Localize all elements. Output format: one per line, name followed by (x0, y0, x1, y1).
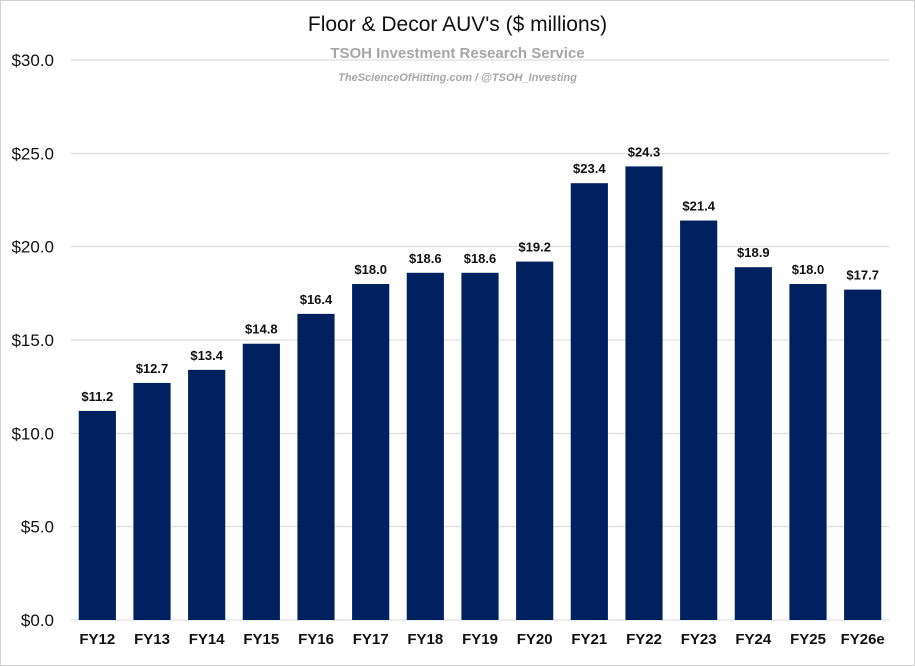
y-tick-label: $25.0 (11, 144, 54, 163)
x-tick-label: FY15 (243, 631, 279, 648)
x-tick-label: FY23 (681, 631, 717, 648)
data-label: $13.4 (190, 348, 223, 363)
chart-subtitle: TSOH Investment Research Service (330, 45, 585, 62)
data-label: $16.4 (300, 292, 333, 307)
data-label: $21.4 (682, 199, 715, 214)
chart-title: Floor & Decor AUV's ($ millions) (307, 13, 608, 36)
bar (625, 166, 663, 620)
bar (242, 343, 280, 620)
data-label: $18.9 (737, 245, 770, 260)
y-tick-label: $0.0 (21, 611, 54, 630)
data-label: $18.6 (464, 251, 497, 266)
bar (844, 289, 882, 620)
bar (516, 261, 554, 620)
data-label: $17.7 (846, 268, 879, 283)
x-tick-label: FY18 (407, 631, 443, 648)
x-tick-label: FY19 (462, 631, 498, 648)
bar (461, 272, 499, 620)
bar (789, 284, 827, 620)
data-label: $12.7 (136, 361, 169, 376)
x-tick-label: FY22 (626, 631, 662, 648)
y-tick-label: $5.0 (21, 518, 54, 537)
data-label: $14.8 (245, 322, 278, 337)
data-label: $19.2 (518, 240, 551, 255)
data-label: $18.0 (792, 262, 825, 277)
y-tick-label: $15.0 (11, 331, 54, 350)
x-tick-label: FY20 (517, 631, 553, 648)
bar (297, 313, 335, 620)
bar (734, 267, 772, 620)
data-label: $18.0 (354, 262, 387, 277)
data-label: $23.4 (573, 161, 606, 176)
x-tick-label: FY14 (189, 631, 226, 648)
data-label: $11.2 (81, 389, 113, 404)
bar (78, 410, 116, 620)
x-tick-label: FY17 (353, 631, 389, 648)
x-tick-label: FY16 (298, 631, 334, 648)
bar (570, 183, 608, 620)
x-tick-label: FY26e (841, 631, 885, 648)
data-label: $18.6 (409, 251, 442, 266)
bar (133, 382, 171, 620)
x-tick-label: FY24 (735, 631, 772, 648)
chart-credit: TheScienceOfHitting.com / @TSOH_Investin… (338, 72, 577, 84)
bar (406, 272, 444, 620)
data-label: $24.3 (628, 144, 661, 159)
bar (352, 284, 390, 620)
x-tick-label: FY12 (79, 631, 115, 648)
x-tick-label: FY25 (790, 631, 826, 648)
y-tick-label: $20.0 (11, 238, 54, 257)
y-tick-label: $30.0 (11, 51, 54, 70)
bar (680, 220, 718, 621)
x-tick-label: FY13 (134, 631, 170, 648)
bar (188, 369, 226, 620)
y-tick-label: $10.0 (11, 424, 54, 443)
x-tick-label: FY21 (571, 631, 607, 648)
